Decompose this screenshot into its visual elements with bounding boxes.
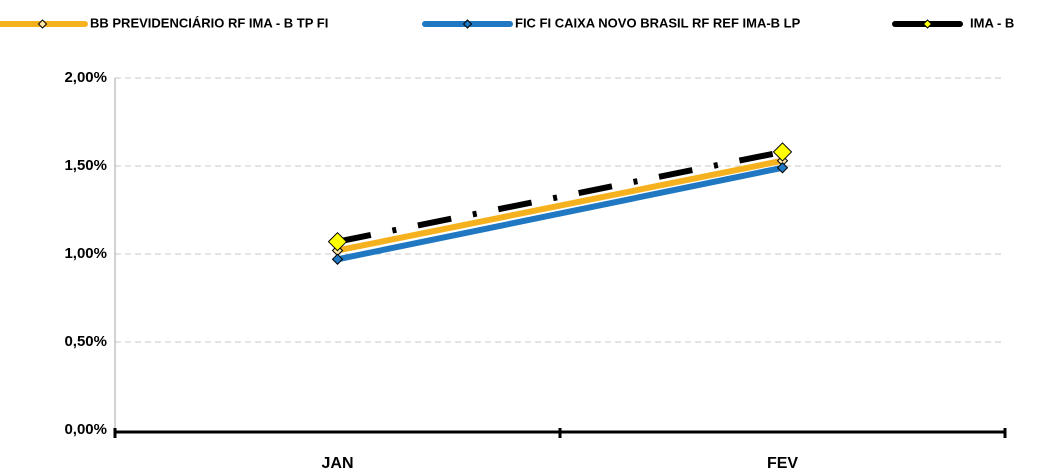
legend-label: BB PREVIDENCIÁRIO RF IMA - B TP FI [90, 15, 328, 30]
series-line [336, 164, 784, 263]
legend-marker [462, 19, 473, 29]
y-tick-label: 2,00% [64, 69, 107, 86]
series-marker [776, 162, 789, 174]
y-tick-label: 0,00% [64, 421, 107, 438]
legend-label: FIC FI CAIXA NOVO BRASIL RF REF IMA-B LP [515, 15, 801, 30]
series-marker [772, 142, 793, 162]
series-line [336, 157, 784, 254]
legend: BB PREVIDENCIÁRIO RF IMA - B TP FI FIC FI… [0, 15, 1014, 30]
series-marker [331, 253, 344, 265]
x-tick-label: FEV [767, 455, 798, 472]
legend-marker [922, 19, 933, 29]
series-line [336, 148, 784, 245]
x-tick-label: JAN [321, 455, 353, 472]
series-marker [327, 231, 348, 252]
y-tick-label: 1,50% [64, 157, 107, 174]
legend-label: IMA - B [970, 15, 1014, 30]
legend-marker [37, 19, 48, 29]
y-tick-label: 0,50% [64, 333, 107, 350]
y-tick-label: 1,00% [64, 245, 107, 262]
